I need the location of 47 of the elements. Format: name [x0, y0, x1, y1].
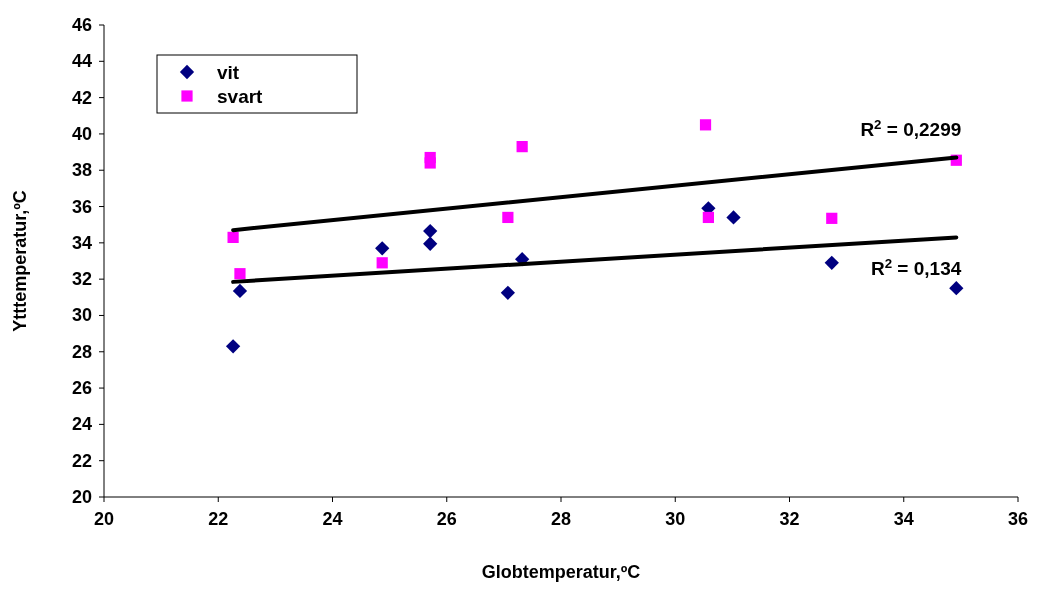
- point: [824, 255, 839, 270]
- legend-label: vit: [217, 62, 240, 83]
- y-tick-label: 30: [71, 305, 92, 326]
- point: [423, 236, 438, 251]
- point: [375, 241, 390, 256]
- x-axis-title: Globtemperatur,ºC: [481, 562, 641, 582]
- point: [225, 339, 241, 354]
- x-tick-label: 32: [779, 509, 800, 529]
- annotation: R$^{2}$ = 0,2299: [860, 116, 962, 140]
- y-tick-label: 42: [71, 87, 92, 108]
- point: [500, 285, 516, 300]
- point: [949, 281, 964, 296]
- x-tick-label: 20: [93, 509, 115, 529]
- point: [516, 141, 528, 153]
- y-tick-label: 22: [71, 450, 92, 471]
- point: [726, 210, 741, 225]
- x-tick-label: 22: [208, 509, 229, 529]
- point: [376, 257, 388, 269]
- y-tick-label: 24: [71, 414, 92, 435]
- point: [826, 212, 838, 224]
- point: [702, 211, 714, 224]
- y-tick-label: 38: [71, 160, 92, 181]
- point: [423, 223, 438, 239]
- y-tick-label: 44: [71, 51, 92, 72]
- y-tick-label: 20: [71, 487, 92, 507]
- point: [424, 157, 436, 169]
- point: [699, 119, 712, 131]
- y-tick-label: 32: [71, 269, 92, 290]
- point: [234, 268, 246, 280]
- y-tick-label: 28: [71, 341, 92, 362]
- y-tick-label: 46: [71, 15, 92, 35]
- y-axis-title: Ytttemperatur,ºC: [10, 190, 30, 332]
- x-tick-label: 36: [1007, 509, 1029, 529]
- annotation: R$^{2}$ = 0,134: [870, 255, 962, 280]
- x-tick-label: 28: [550, 509, 572, 529]
- legend-label: svart: [217, 86, 264, 107]
- x-tick-label: 34: [893, 509, 914, 529]
- y-tick-label: 40: [71, 123, 92, 144]
- point: [502, 211, 514, 224]
- y-tick-label: 34: [71, 232, 92, 253]
- point: [227, 231, 239, 243]
- point: [232, 283, 248, 299]
- x-tick-label: 24: [322, 509, 343, 529]
- x-tick-label: 26: [436, 509, 457, 529]
- y-tick-label: 26: [71, 378, 92, 399]
- x-tick-label: 30: [665, 509, 686, 529]
- y-tick-label: 36: [71, 196, 92, 217]
